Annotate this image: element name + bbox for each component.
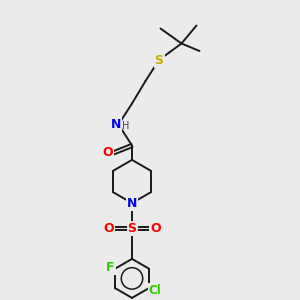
Text: Cl: Cl <box>148 284 161 297</box>
Text: S: S <box>154 53 164 67</box>
Text: O: O <box>103 222 114 235</box>
Text: N: N <box>111 118 121 131</box>
Text: O: O <box>103 146 113 159</box>
Text: F: F <box>106 261 115 274</box>
Text: S: S <box>128 222 136 235</box>
Text: N: N <box>127 196 137 210</box>
Text: H: H <box>122 121 129 131</box>
Text: O: O <box>150 222 161 235</box>
